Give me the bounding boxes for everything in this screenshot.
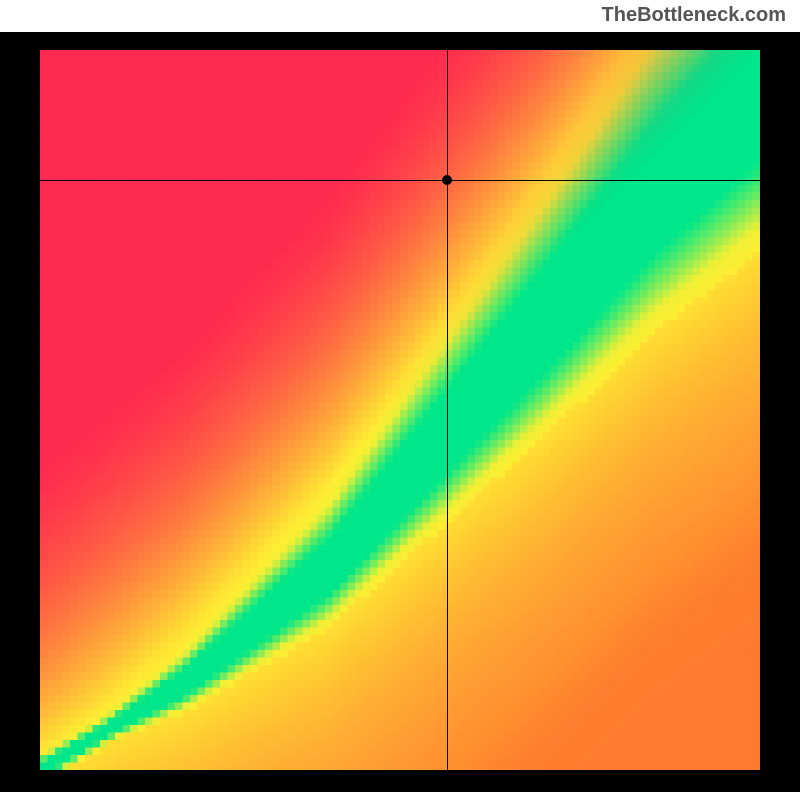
crosshair-horizontal-line xyxy=(40,180,760,181)
chart-container: TheBottleneck.com xyxy=(0,0,800,800)
bottleneck-heatmap xyxy=(40,50,760,770)
watermark-text: TheBottleneck.com xyxy=(602,4,786,27)
crosshair-dot xyxy=(442,175,452,185)
chart-black-border xyxy=(0,32,800,792)
crosshair-vertical-line xyxy=(447,50,448,770)
